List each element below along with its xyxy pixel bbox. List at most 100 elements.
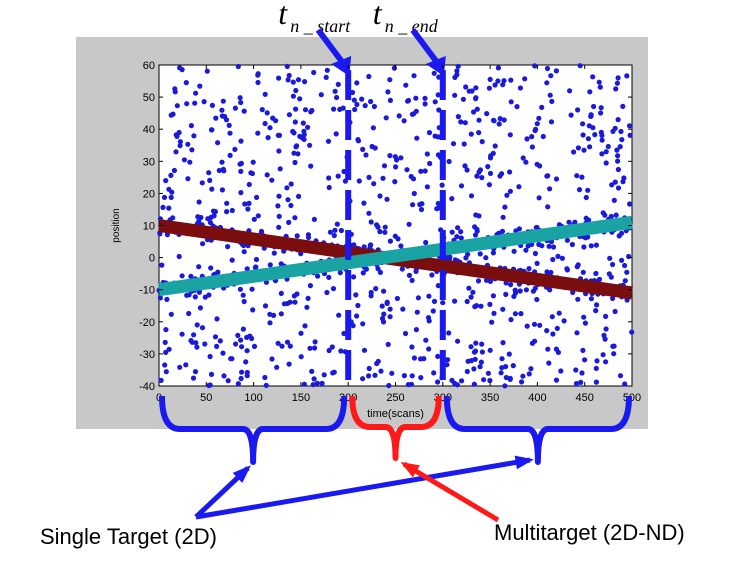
track-measurement-point bbox=[472, 232, 479, 238]
clutter-point bbox=[224, 209, 230, 215]
clutter-point bbox=[295, 77, 302, 83]
clutter-point bbox=[332, 88, 338, 94]
clutter-point bbox=[206, 170, 212, 176]
multitarget-label: Multitarget (2D-ND) bbox=[494, 520, 685, 545]
x-tick-label: 250 bbox=[386, 392, 404, 404]
clutter-point bbox=[401, 373, 407, 379]
clutter-point bbox=[382, 224, 388, 230]
clutter-point bbox=[578, 379, 584, 385]
clutter-point bbox=[226, 122, 232, 128]
clutter-point bbox=[366, 210, 372, 216]
clutter-point bbox=[550, 331, 556, 337]
clutter-point bbox=[278, 311, 284, 317]
clutter-point bbox=[229, 257, 235, 263]
clutter-point bbox=[333, 131, 339, 137]
clutter-point bbox=[477, 364, 483, 370]
clutter-point bbox=[426, 318, 432, 324]
clutter-point bbox=[307, 283, 313, 289]
clutter-point bbox=[394, 295, 400, 302]
clutter-point bbox=[353, 292, 359, 298]
clutter-point bbox=[191, 133, 197, 139]
clutter-point bbox=[418, 375, 424, 381]
clutter-point bbox=[160, 204, 166, 210]
clutter-point bbox=[556, 310, 562, 316]
clutter-point bbox=[561, 318, 567, 324]
clutter-point bbox=[435, 152, 441, 158]
clutter-point bbox=[163, 369, 169, 375]
clutter-point bbox=[549, 98, 555, 104]
clutter-point bbox=[305, 234, 312, 241]
clutter-point bbox=[485, 370, 491, 376]
clutter-point bbox=[460, 96, 466, 102]
clutter-point bbox=[622, 381, 628, 387]
clutter-point bbox=[286, 72, 292, 79]
clutter-point bbox=[532, 127, 538, 134]
clutter-point bbox=[286, 112, 292, 118]
clutter-point bbox=[619, 257, 625, 263]
clutter-point bbox=[331, 232, 337, 239]
clutter-point bbox=[615, 75, 621, 81]
clutter-point bbox=[197, 305, 203, 311]
y-tick-label: 10 bbox=[143, 221, 155, 233]
clutter-point bbox=[594, 358, 600, 364]
clutter-point bbox=[205, 216, 211, 222]
clutter-point bbox=[615, 166, 622, 173]
y-axis-label: position bbox=[111, 208, 122, 242]
clutter-point bbox=[422, 168, 428, 174]
clutter-point bbox=[463, 84, 469, 90]
clutter-point bbox=[612, 308, 618, 315]
clutter-point bbox=[351, 97, 357, 103]
clutter-point bbox=[176, 129, 182, 136]
clutter-point bbox=[611, 197, 617, 203]
clutter-point bbox=[539, 104, 545, 110]
clutter-point bbox=[483, 255, 489, 261]
clutter-point bbox=[452, 74, 458, 80]
clutter-point bbox=[514, 104, 520, 110]
clutter-point bbox=[620, 179, 626, 185]
clutter-point bbox=[312, 339, 318, 345]
target-tracks bbox=[158, 215, 633, 300]
clutter-point bbox=[192, 294, 198, 300]
clutter-point bbox=[235, 332, 241, 338]
clutter-point bbox=[531, 321, 538, 327]
clutter-point bbox=[183, 80, 189, 86]
clutter-point bbox=[269, 356, 275, 362]
clutter-point bbox=[311, 216, 317, 222]
clutter-point bbox=[249, 170, 255, 177]
clutter-point bbox=[382, 229, 388, 235]
clutter-point bbox=[624, 73, 630, 79]
clutter-point bbox=[158, 377, 164, 383]
clutter-point bbox=[276, 132, 283, 138]
clutter-point bbox=[163, 349, 169, 355]
clutter-point bbox=[487, 377, 493, 384]
clutter-point bbox=[534, 260, 540, 266]
clutter-point bbox=[402, 330, 409, 337]
clutter-point bbox=[461, 141, 467, 147]
clutter-point bbox=[276, 193, 282, 199]
clutter-point bbox=[581, 244, 587, 250]
clutter-point bbox=[370, 125, 376, 131]
clutter-point bbox=[227, 152, 233, 158]
clutter-point bbox=[187, 159, 193, 165]
x-axis-label: time(scans) bbox=[367, 408, 424, 420]
clutter-point bbox=[614, 147, 620, 153]
clutter-point bbox=[577, 63, 583, 69]
clutter-point bbox=[567, 88, 573, 94]
clutter-point bbox=[305, 295, 311, 301]
clutter-point bbox=[300, 120, 306, 126]
clutter-point bbox=[166, 346, 172, 352]
clutter-point bbox=[479, 175, 485, 181]
clutter-point bbox=[176, 253, 182, 260]
clutter-point bbox=[293, 106, 299, 112]
time-marker-sublabel-1: n _ start bbox=[290, 16, 351, 36]
clutter-point bbox=[431, 70, 437, 76]
clutter-point bbox=[335, 81, 341, 87]
clutter-point bbox=[414, 135, 420, 141]
clutter-point bbox=[373, 286, 379, 292]
clutter-point bbox=[294, 233, 300, 239]
clutter-point bbox=[168, 194, 174, 200]
clutter-point bbox=[471, 366, 477, 372]
clutter-point bbox=[446, 330, 452, 336]
x-tick-label: 50 bbox=[200, 392, 212, 404]
clutter-point bbox=[512, 311, 519, 317]
